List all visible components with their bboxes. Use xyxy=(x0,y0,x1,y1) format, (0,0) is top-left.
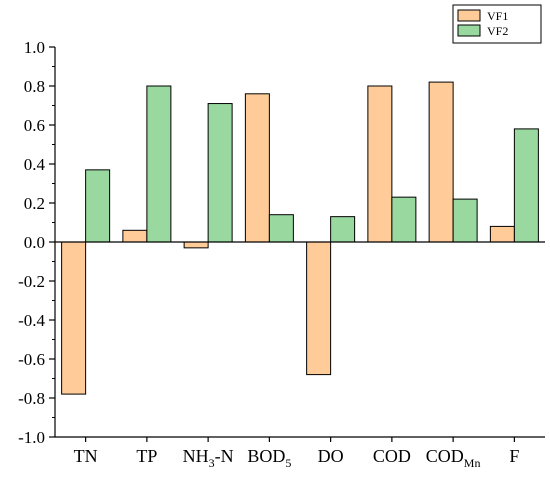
bar-vf2-3 xyxy=(268,214,294,243)
bar-vf1-5 xyxy=(367,85,393,243)
x-tick-label: NH3-N xyxy=(183,446,234,470)
bar-vf2-7 xyxy=(513,128,539,243)
y-tick-label: -0.4 xyxy=(18,311,45,330)
bar-vf1-4 xyxy=(306,241,332,376)
bar-vf1-6 xyxy=(428,81,454,243)
x-tick-label: COD xyxy=(373,446,411,466)
bar-vf2-2 xyxy=(207,103,233,243)
x-tick-label: BOD5 xyxy=(247,446,291,470)
y-tick-label: -1.0 xyxy=(18,428,45,447)
bar-vf1-0 xyxy=(61,241,87,395)
legend-swatch-vf2 xyxy=(457,24,481,37)
legend-label-vf1: VF1 xyxy=(487,9,508,23)
y-tick-label: 1.0 xyxy=(24,38,45,57)
y-tick-label: 0.8 xyxy=(24,77,45,96)
bar-vf1-1 xyxy=(122,229,148,243)
y-tick-label: -0.8 xyxy=(18,389,45,408)
bar-vf1-7 xyxy=(489,225,515,243)
bar-vf1-2 xyxy=(183,241,209,249)
y-tick-label: 0.0 xyxy=(24,233,45,252)
bar-vf2-1 xyxy=(146,85,172,243)
y-tick-label: 0.4 xyxy=(24,155,46,174)
bars-layer xyxy=(61,81,539,395)
bar-vf2-6 xyxy=(452,198,478,243)
y-tick-label: 0.6 xyxy=(24,116,45,135)
y-tick-label: -0.6 xyxy=(18,350,45,369)
y-tick-label: 0.2 xyxy=(24,194,45,213)
legend-swatch-vf1 xyxy=(457,9,481,22)
bar-vf2-0 xyxy=(85,169,111,243)
x-tick-label: F xyxy=(509,446,519,466)
bar-vf1-3 xyxy=(244,93,270,243)
x-tick-label: TN xyxy=(74,446,98,466)
bar-vf2-4 xyxy=(330,216,356,243)
axes-layer: 1.0 0.8 0.6 0.4 0.2 0.0 -0.2 -0.4 -0.6 -0.8 -1.0 TN… xyxy=(18,38,545,470)
legend-label-vf2: VF2 xyxy=(487,24,508,38)
x-tick-label: DO xyxy=(318,446,344,466)
x-tick-label: CODMn xyxy=(426,446,481,470)
bar-vf2-5 xyxy=(391,196,417,243)
y-tick-label: -0.2 xyxy=(18,272,45,291)
x-tick-label: TP xyxy=(136,446,157,466)
